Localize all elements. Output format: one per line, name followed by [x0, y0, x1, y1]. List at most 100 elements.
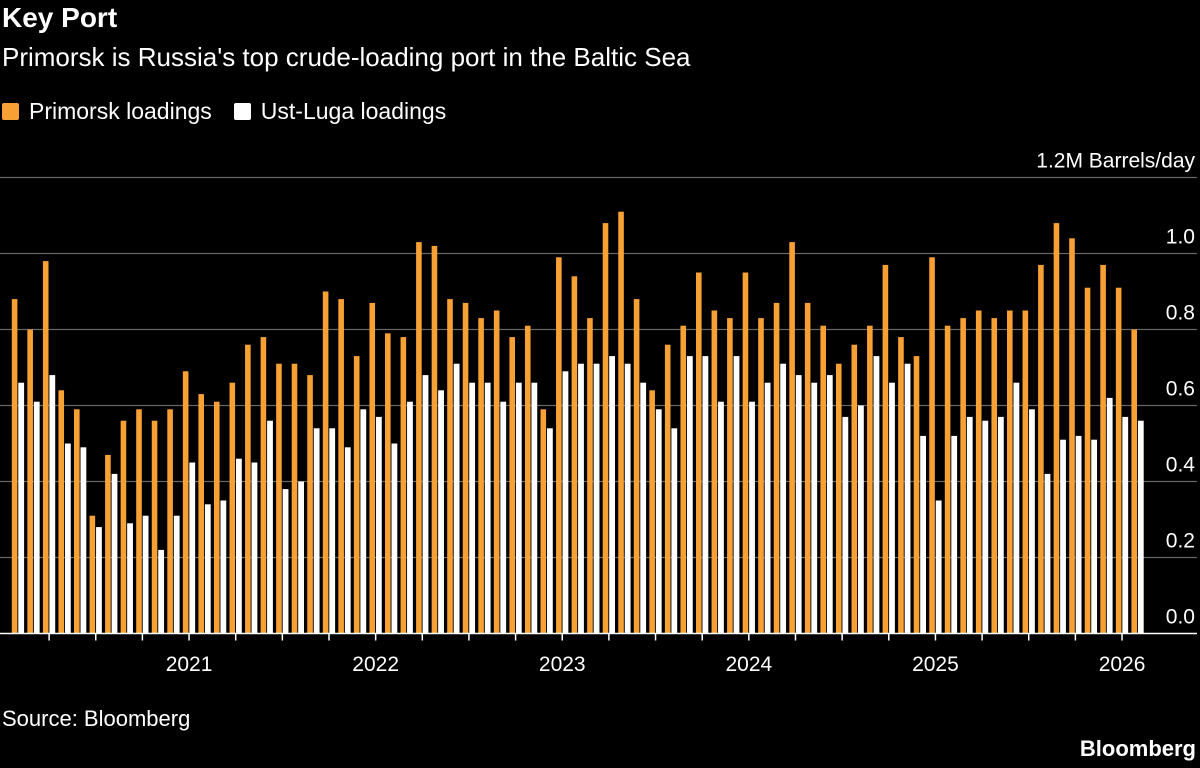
x-tick-label: 2023 [539, 653, 586, 676]
legend-item-ust-luga: Ust-Luga loadings [233, 98, 446, 125]
bar-ust-luga [111, 473, 118, 634]
x-tick-label: 2022 [352, 653, 399, 676]
bar-primorsk [851, 344, 858, 634]
bar-ust-luga [391, 443, 398, 634]
bar-ust-luga [344, 447, 351, 634]
bar-primorsk [509, 337, 515, 634]
bar-primorsk [182, 371, 189, 634]
bar-ust-luga [780, 363, 787, 634]
bar-primorsk [587, 318, 593, 634]
bar-ust-luga [640, 382, 647, 634]
bar-primorsk [260, 337, 267, 634]
x-tick-label: 2025 [912, 653, 959, 676]
bar-ust-luga [484, 382, 491, 634]
chart-title: Key Port [2, 2, 118, 33]
bar-primorsk [571, 276, 578, 634]
bar-primorsk [789, 242, 795, 634]
bar-ust-luga [795, 375, 802, 634]
bar-primorsk [898, 337, 904, 634]
bar-primorsk [74, 409, 80, 634]
bar-ust-luga [127, 523, 133, 634]
bar-ust-luga [469, 382, 476, 634]
bloomberg-logo: Bloomberg [1079, 736, 1196, 761]
bar-ust-luga [80, 447, 87, 634]
bar-primorsk [447, 299, 453, 634]
bar-primorsk [975, 310, 982, 634]
bar-ust-luga [360, 409, 367, 634]
bar-primorsk [493, 310, 500, 634]
bar-ust-luga [842, 416, 849, 634]
bar-primorsk [213, 401, 220, 634]
y-tick-label: 0.4 [1166, 454, 1196, 477]
bar-ust-luga [158, 549, 165, 634]
bar-ust-luga [204, 504, 211, 634]
y-tick-label: 1.0 [1166, 226, 1195, 249]
legend-swatch-ust-luga [233, 103, 251, 120]
bar-primorsk [1084, 287, 1091, 634]
bar-ust-luga [173, 515, 180, 634]
bar-primorsk [229, 382, 236, 634]
legend-label-primorsk: Primorsk loadings [29, 98, 212, 124]
bar-primorsk [478, 318, 484, 634]
bar-ust-luga [33, 401, 40, 634]
bar-ust-luga [593, 363, 600, 634]
bar-ust-luga [624, 363, 631, 634]
bar-ust-luga [64, 443, 71, 634]
bar-ust-luga [453, 363, 460, 634]
bar-ust-luga [282, 489, 289, 634]
bar-primorsk [835, 363, 842, 634]
bar-primorsk [727, 318, 733, 634]
bar-ust-luga [811, 382, 818, 634]
bar-ust-luga [966, 416, 973, 634]
bar-primorsk [307, 375, 313, 634]
y-tick-label: 0.2 [1166, 530, 1195, 553]
bar-primorsk [462, 302, 469, 634]
bar-primorsk [664, 344, 671, 634]
bar-primorsk [944, 325, 951, 634]
bar-ust-luga [733, 356, 740, 634]
bar-ust-luga [578, 363, 584, 634]
bar-ust-luga [531, 382, 538, 634]
x-tick-label: 2026 [1099, 653, 1146, 676]
bar-ust-luga [313, 428, 320, 634]
bar-primorsk [867, 325, 873, 634]
bar-primorsk [245, 344, 251, 634]
bar-primorsk [758, 318, 764, 634]
bar-ust-luga [236, 458, 242, 634]
bar-ust-luga [1091, 439, 1098, 634]
bar-ust-luga [686, 356, 693, 634]
bar-primorsk [1131, 329, 1137, 634]
bar-ust-luga [1106, 397, 1113, 634]
y-tick-label: 0.8 [1166, 302, 1195, 325]
bar-ust-luga [702, 356, 709, 634]
bar-ust-luga [298, 481, 304, 634]
bar-primorsk [11, 299, 18, 634]
bar-ust-luga [764, 382, 771, 634]
bar-primorsk [338, 299, 344, 634]
bar-primorsk [276, 363, 282, 634]
bar-primorsk [929, 257, 935, 634]
bar-ust-luga [1029, 409, 1035, 634]
bar-primorsk [167, 409, 173, 634]
bar-primorsk [136, 409, 142, 634]
bar-ust-luga [220, 500, 227, 634]
bar-ust-luga [873, 356, 880, 634]
bar-primorsk [400, 337, 407, 634]
bar-ust-luga [251, 462, 258, 634]
bar-primorsk [120, 420, 127, 634]
bar-primorsk [58, 390, 65, 634]
bar-primorsk [711, 310, 718, 634]
bar-primorsk [1038, 264, 1044, 634]
bar-primorsk [820, 325, 826, 634]
bar-primorsk [696, 272, 702, 634]
bar-primorsk [151, 420, 158, 634]
bar-ust-luga [904, 363, 911, 634]
bar-primorsk [385, 333, 391, 634]
source-note: Source: Bloomberg [2, 706, 191, 731]
bar-primorsk [618, 211, 624, 634]
bar-primorsk [680, 325, 687, 634]
bar-ust-luga [375, 416, 382, 634]
y-tick-label: 0.6 [1166, 378, 1195, 401]
legend: Primorsk loadings Ust-Luga loadings [2, 98, 446, 125]
x-tick-label: 2024 [725, 653, 772, 676]
